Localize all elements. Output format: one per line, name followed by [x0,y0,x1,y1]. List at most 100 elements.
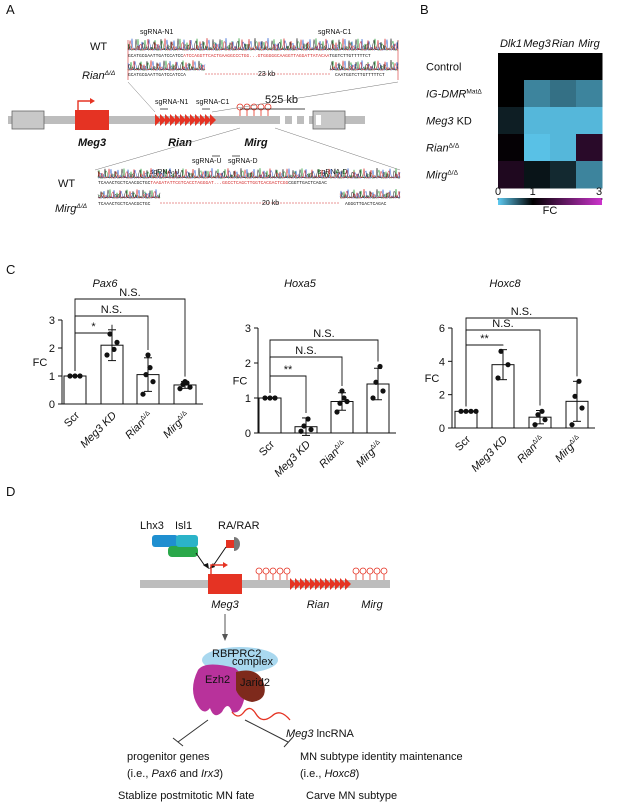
inhibition-bar [172,737,184,747]
data-point [145,352,151,358]
rian-repeat [155,114,161,126]
y-tick-label: 0 [49,399,55,411]
receptor-shape [234,537,240,551]
column-label: Dlk1 [500,38,522,50]
rian-repeat [345,578,351,590]
rian-repeat [205,114,211,126]
guide-line [127,81,156,113]
data-point [458,408,464,414]
outcome-text-part: (i.e., [300,768,324,780]
outcome-text-part: Hoxc8 [324,768,356,780]
data-point [377,363,383,370]
signal-label: RA/RAR [218,520,260,532]
y-axis-label: FC [425,373,440,385]
chromatogram-trace [97,189,161,199]
outcome-text: MN subtype identity maintenance [300,751,463,763]
guide-line [274,127,401,171]
isl1-shape [168,546,198,557]
panel-label: A [6,2,15,17]
significance-label: N.S. [313,328,334,340]
colorbar [498,198,602,205]
chromatogram-trace [97,168,401,179]
outcome-heading: Carve MN subtype [306,790,397,802]
meg3-gene [208,574,242,594]
colorbar-tick-label: 1 [530,186,536,198]
plot-title: Pax6 [92,278,118,290]
deletion-label: 20 kb [262,200,279,207]
chromatogram-trace [329,59,399,71]
rian-repeat [315,578,321,590]
heatmap-cell [576,161,603,189]
y-tick-label: 2 [245,358,251,370]
mirg-loop [359,567,367,575]
sequence: GCATGCGAATTGATCCATCCA [128,72,186,78]
sequence-part: CGGTTGACTCAGAC [288,180,327,186]
data-point [77,373,83,379]
rian-repeat [165,114,171,126]
gene-label: Rian [168,137,192,149]
chromatogram-trace [97,167,400,179]
outcome-text-part: ) [356,768,360,780]
row-label: Control [426,62,461,74]
x-tick-label: RianΔ/Δ [515,433,547,465]
significance-label: ** [480,333,489,345]
data-point [370,395,376,401]
data-point [187,384,193,390]
x-tick-label: MirgΔ/Δ [354,438,386,470]
data-point [305,416,311,422]
lncrna-label-part: Meg3 [286,728,314,740]
outcome-text: progenitor genes [127,751,210,763]
guide-label: sgRNA-C1 [196,99,230,106]
rian-repeat [185,114,191,126]
mirg-loop [255,567,263,575]
sequence: AGGGTTGACTCAGAC [345,201,387,207]
arrow [212,546,227,567]
bar [258,397,282,434]
row-label: MirgΔ/Δ [426,170,459,182]
guide-line [211,81,399,113]
mirg-loop [276,567,284,575]
colorbar-tick-label: 3 [596,186,602,198]
x-tick-label-part: Scr [62,409,82,429]
data-point [569,422,575,428]
genotype-label: WT [90,41,107,53]
guide-label: sgRNA-C1 [318,29,352,36]
sequence: GCATGCGAATTGATCCATCCATCCAGGTTCACTGAAGGCC… [128,53,371,59]
rian-repeat [310,578,316,590]
outcome-text-part: and [177,768,201,780]
significance-label: N.S. [119,287,140,299]
row-label-part: IG-DMR [426,89,466,101]
plot-title: Hoxa5 [284,278,317,290]
data-point [182,379,188,385]
guide-label: sgRNA-U [192,158,222,165]
data-point [104,352,110,358]
x-tick-label-part: Meg3 KD [469,434,510,475]
outcome-text: (i.e., Pax6 and Irx3) [127,768,223,780]
tss-arrow [77,100,91,110]
y-axis-label: FC [33,357,48,369]
outcome-text-part: Irx3 [201,768,220,780]
guide-label: sgRNA-D [318,169,348,176]
bar [63,375,87,405]
mirg-loop [264,103,272,111]
jarid2-shape [236,670,265,702]
genotype-label: MirgΔ/Δ [55,203,87,215]
chromosome [140,580,390,588]
significance-bracket [269,375,307,413]
rian-repeat [175,114,181,126]
rian-repeat [295,578,301,590]
data-point [572,393,578,399]
mirg-loop [269,567,277,575]
gene-label: Mirg [244,137,268,149]
sequence: TCAAACTGCTCAACGCTGCTAAGATATTCGTCACCTAGGG… [98,180,327,186]
row-label: IG-DMRMatΔ [426,89,482,101]
chromatogram-trace [339,188,401,199]
rian-repeat [180,114,186,126]
lncrna [231,707,291,721]
genotype-label-part: Mirg [55,203,77,215]
row-label-part: Δ/Δ [449,143,460,150]
rian-repeat [200,114,206,126]
lncrna-label-part: lncRNA [314,728,355,740]
gene-label: Rian [307,599,330,611]
colorbar-tick-label: 0 [495,186,501,198]
